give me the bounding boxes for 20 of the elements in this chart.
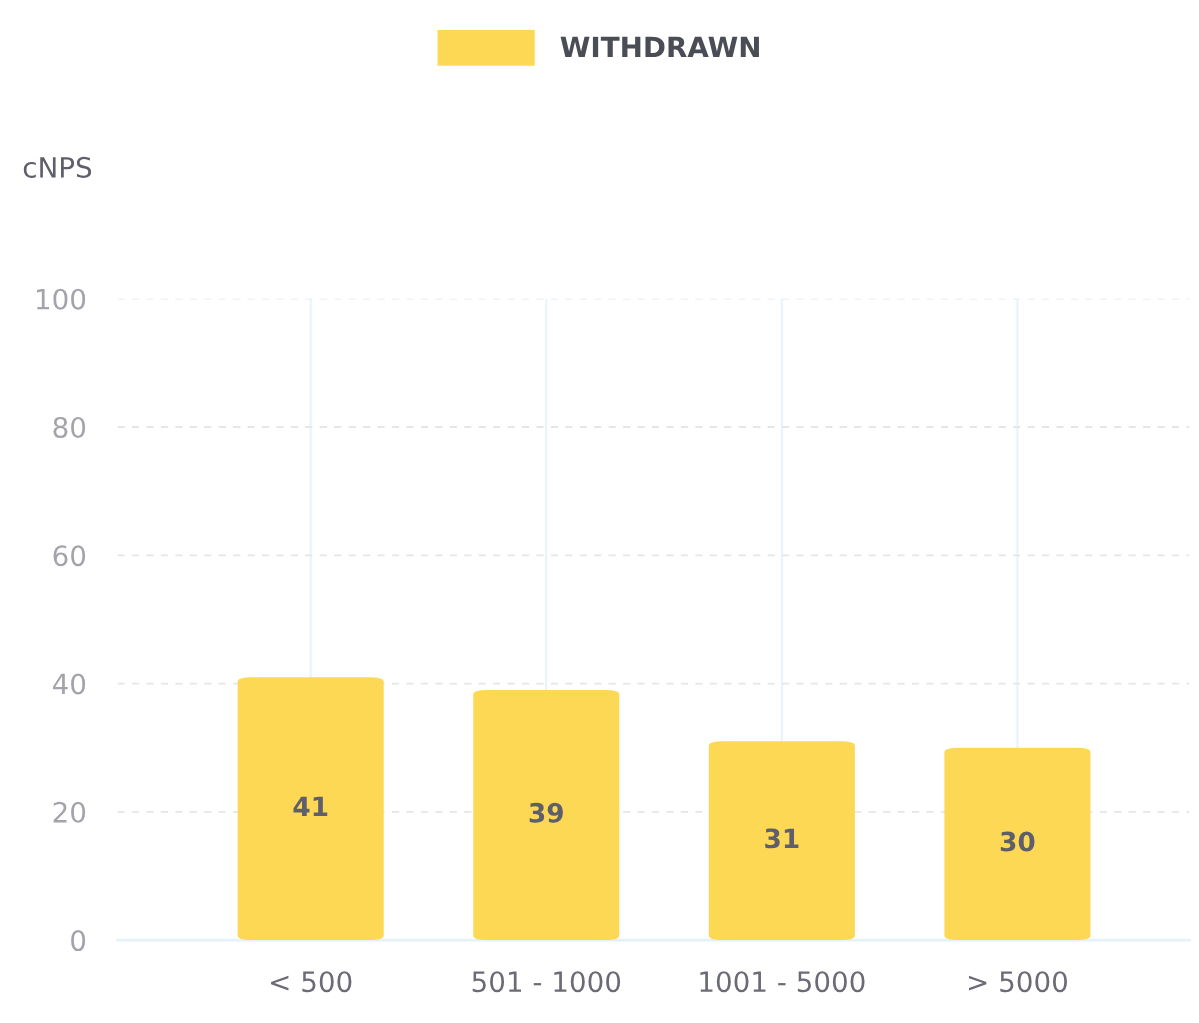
bar: [708, 741, 855, 941]
bar: [944, 747, 1091, 941]
y-tick-label: 20: [53, 801, 86, 823]
y-tick-label: 100: [36, 288, 86, 310]
y-axis-title: cNPS: [23, 156, 92, 178]
x-tick-label: < 500: [271, 971, 352, 993]
bar: [473, 689, 620, 941]
y-tick-label: 40: [52, 673, 86, 695]
data-label: 30: [1000, 831, 1035, 852]
y-tick-label: 0: [71, 930, 86, 952]
legend-label: WITHDRAWN: [560, 36, 759, 58]
bar: [237, 677, 384, 941]
x-tick-label: 1001 - 5000: [700, 971, 865, 993]
data-label: 41: [293, 796, 328, 816]
data-label: 31: [765, 828, 799, 849]
y-tick-label: 80: [53, 416, 86, 438]
x-tick-label: > 5000: [968, 971, 1067, 993]
x-tick-label: 501 - 1000: [472, 971, 621, 993]
data-label: 39: [529, 802, 563, 823]
y-tick-label: 60: [53, 545, 86, 567]
